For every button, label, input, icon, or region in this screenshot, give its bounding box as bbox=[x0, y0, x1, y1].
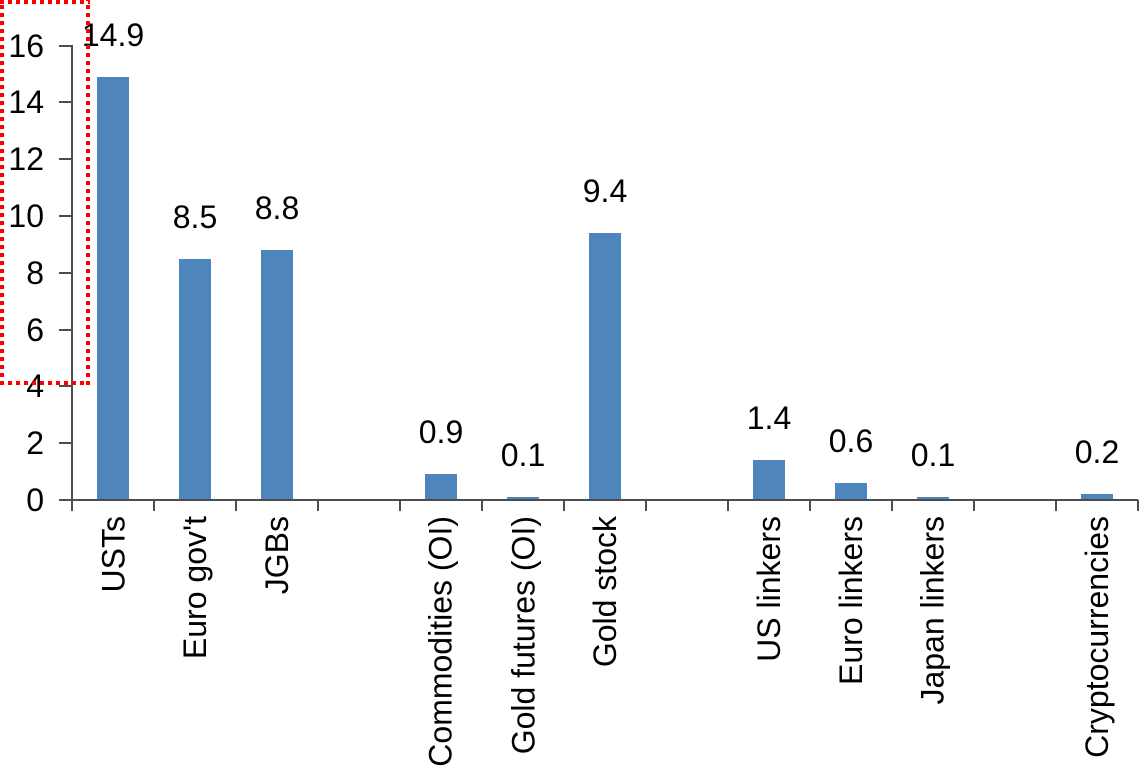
y-axis-line bbox=[71, 44, 73, 511]
bar-us-linkers bbox=[753, 460, 785, 500]
x-axis-category-label: Japan linkers bbox=[915, 516, 951, 705]
y-axis-tick-label: 16 bbox=[8, 27, 44, 64]
x-axis-category-label: USTs bbox=[95, 516, 131, 593]
x-axis-tick bbox=[317, 500, 319, 511]
bar-value-label: 0.1 bbox=[910, 437, 956, 474]
y-axis-tick bbox=[59, 271, 72, 274]
x-axis-tick bbox=[973, 500, 975, 511]
x-axis-tick bbox=[727, 500, 729, 511]
x-axis-tick bbox=[481, 500, 483, 511]
bar-value-label: 14.9 bbox=[81, 16, 145, 53]
x-axis-category-label: Commodities (OI) bbox=[423, 516, 459, 767]
y-axis-tick bbox=[59, 101, 72, 104]
x-axis-tick bbox=[809, 500, 811, 511]
bar-value-label: 1.4 bbox=[746, 400, 792, 437]
y-axis-tick bbox=[59, 44, 72, 47]
y-axis-tick-label: 6 bbox=[26, 311, 44, 348]
x-axis-category-label: Gold stock bbox=[587, 516, 623, 668]
bar-value-label: 9.4 bbox=[582, 173, 628, 210]
bar-commodities-oi- bbox=[425, 474, 457, 500]
y-axis-tick-label: 0 bbox=[26, 482, 44, 518]
y-axis-tick bbox=[59, 215, 72, 217]
bar-cryptocurrencies bbox=[1081, 494, 1113, 500]
y-axis-tick bbox=[59, 385, 72, 388]
bar-value-label: 0.9 bbox=[418, 414, 464, 451]
bar-jgbs bbox=[261, 250, 293, 500]
bar-value-label: 0.1 bbox=[500, 437, 546, 474]
x-axis-category-label: JGBs bbox=[259, 516, 295, 595]
x-axis-category-label: Gold futures (OI) bbox=[505, 516, 541, 755]
x-axis-tick bbox=[563, 500, 565, 511]
x-axis-tick bbox=[1137, 500, 1139, 511]
bar-euro-linkers bbox=[835, 482, 867, 500]
highlight-box-left-edge bbox=[0, 0, 4, 385]
x-axis-tick bbox=[399, 500, 401, 511]
x-axis-category-label: Cryptocurrencies bbox=[1079, 516, 1115, 758]
x-axis-tick bbox=[645, 500, 647, 511]
bar-gold-futures-oi- bbox=[507, 497, 539, 500]
bar-euro-gov-t bbox=[179, 258, 211, 500]
x-axis-tick bbox=[891, 500, 893, 511]
x-axis-tick bbox=[1055, 500, 1057, 511]
highlight-box-bottom-edge bbox=[0, 381, 90, 385]
bar-gold-stock bbox=[589, 233, 621, 500]
bar-japan-linkers bbox=[917, 497, 949, 500]
y-axis-tick-label: 8 bbox=[26, 254, 44, 291]
y-axis-tick-label: 4 bbox=[26, 368, 44, 405]
y-axis-tick bbox=[59, 442, 72, 445]
bar-value-label: 0.2 bbox=[1074, 434, 1120, 471]
bar-usts bbox=[97, 76, 129, 500]
highlight-box-right-edge bbox=[86, 0, 90, 385]
highlight-box-top-edge bbox=[0, 0, 90, 4]
x-axis-tick bbox=[71, 500, 73, 511]
y-axis-tick-label: 12 bbox=[8, 141, 44, 178]
x-axis-category-label: Euro linkers bbox=[833, 516, 869, 685]
cryptocurrencies-highlight-box bbox=[0, 0, 90, 385]
x-axis-tick bbox=[153, 500, 155, 511]
x-axis-tick bbox=[235, 500, 237, 511]
y-axis-tick bbox=[59, 328, 72, 331]
y-axis-tick-label: 2 bbox=[26, 425, 44, 462]
x-axis-line bbox=[71, 499, 1138, 501]
y-axis-tick bbox=[59, 499, 72, 501]
y-axis-tick bbox=[59, 158, 72, 161]
bar-value-label: 0.6 bbox=[828, 422, 874, 459]
bar-value-label: 8.5 bbox=[172, 198, 218, 235]
x-axis-category-label: Euro gov't bbox=[177, 516, 213, 660]
x-axis-category-label: US linkers bbox=[751, 516, 787, 662]
y-axis-tick-label: 10 bbox=[8, 198, 44, 234]
y-axis-tick-label: 14 bbox=[8, 84, 44, 121]
bar-value-label: 8.8 bbox=[254, 190, 300, 227]
